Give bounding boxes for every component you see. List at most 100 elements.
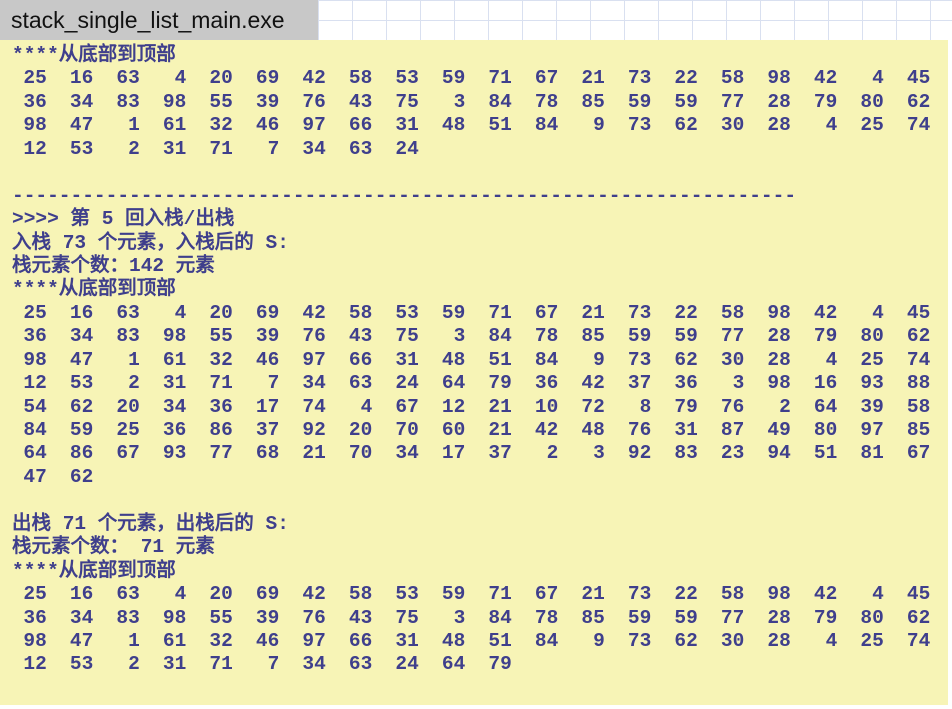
stack-value: 1 [128, 348, 140, 371]
stack-value: 36 [23, 90, 47, 113]
stack-value: 73 [627, 114, 652, 137]
window-title: stack_single_list_main.exe [11, 7, 285, 33]
stack-value: 42 [302, 301, 326, 324]
stack-value: 2 [128, 372, 140, 395]
stack-value: 4 [825, 629, 838, 652]
stack-value: 16 [69, 583, 94, 606]
stack-value: 36 [23, 325, 47, 348]
stack-value: 25 [860, 348, 884, 371]
stack-value: 84 [534, 114, 559, 137]
stack-value: 25 [23, 301, 47, 324]
stack-value: 21 [581, 301, 605, 324]
stack-value: 76 [302, 90, 326, 113]
stack-value: 73 [627, 629, 652, 652]
stack-value: 64 [23, 442, 47, 465]
stack-value: 64 [813, 395, 838, 418]
background-desktop-grid [318, 0, 952, 40]
stack-value: 53 [69, 137, 94, 160]
stack-value: 69 [255, 67, 280, 90]
value-row: 64 86 67 93 77 68 21 70 34 17 37 2 3 92 83 23 94 51 81 67 [12, 442, 948, 465]
stack-value: 42 [813, 583, 838, 606]
stack-value: 98 [767, 67, 791, 90]
stack-value: 62 [906, 606, 931, 629]
stack-value: 64 [441, 653, 466, 676]
stack-value: 46 [255, 348, 280, 371]
stack-value: 37 [488, 442, 512, 465]
stack-value: 24 [395, 137, 419, 160]
window-title-bar[interactable]: stack_single_list_main.exe [0, 0, 318, 40]
stack-value: 21 [302, 442, 326, 465]
stack-value: 78 [534, 325, 559, 348]
stack-value: 59 [627, 606, 652, 629]
stack-value: 34 [302, 653, 326, 676]
stack-value: 77 [720, 606, 745, 629]
stack-value: 67 [534, 583, 559, 606]
stack-value: 98 [23, 629, 47, 652]
stack-value: 75 [395, 606, 419, 629]
stack-value: 58 [348, 67, 373, 90]
stack-value: 21 [581, 67, 605, 90]
stack-value: 63 [348, 653, 373, 676]
block-header: ****从底部到顶部 [12, 278, 176, 301]
stack-value: 73 [627, 583, 652, 606]
stack-value: 62 [69, 465, 94, 488]
stack-value: 7 [267, 137, 280, 160]
stack-value: 2 [128, 653, 140, 676]
stack-values-block-1: 25 16 63 4 20 69 42 58 53 59 71 67 21 73 22 58 98 42 4 45 36… [12, 67, 948, 161]
stack-value: 66 [348, 114, 373, 137]
stack-value: 4 [872, 301, 884, 324]
stack-value: 59 [441, 67, 466, 90]
stack-value: 4 [825, 348, 838, 371]
stack-value: 79 [674, 395, 698, 418]
stack-value: 59 [674, 325, 698, 348]
stack-value: 3 [453, 606, 466, 629]
stack-value: 80 [860, 90, 884, 113]
stack-value: 42 [813, 301, 838, 324]
stack-value: 97 [302, 114, 326, 137]
stack-value: 63 [116, 583, 140, 606]
stack-value: 47 [23, 465, 47, 488]
stack-value: 59 [674, 606, 698, 629]
stack-value: 71 [488, 583, 512, 606]
stack-value: 43 [348, 606, 373, 629]
stack-value: 55 [209, 606, 233, 629]
stack-value: 36 [534, 372, 559, 395]
stack-value: 92 [302, 419, 326, 441]
stack-value: 51 [488, 348, 512, 371]
stack-value: 45 [906, 301, 931, 324]
stack-values-block-3: 25 16 63 4 20 69 42 58 53 59 71 67 21 73 22 58 98 42 4 45 36… [12, 583, 948, 677]
stack-value: 58 [720, 583, 745, 606]
stack-value: 75 [395, 325, 419, 348]
stack-value: 71 [488, 67, 512, 90]
stack-value: 23 [720, 442, 745, 465]
value-row: 25 16 63 4 20 69 42 58 53 59 71 67 21 73 22 58 98 42 4 45 [12, 67, 948, 90]
stack-value: 34 [302, 137, 326, 160]
stack-value: 62 [674, 348, 698, 371]
value-row: 84 59 25 36 86 37 92 20 70 60 21 42 48 76 31 87 49 80 97 85 [12, 419, 948, 442]
stack-value: 16 [69, 301, 94, 324]
stack-value: 66 [348, 348, 373, 371]
stack-value: 83 [116, 90, 140, 113]
stack-value: 30 [720, 114, 745, 137]
stack-value: 98 [767, 372, 791, 395]
stack-value: 67 [906, 442, 931, 465]
stack-value: 87 [720, 419, 745, 441]
stack-value: 39 [255, 606, 280, 629]
stack-value: 42 [813, 67, 838, 90]
stack-value: 79 [488, 372, 512, 395]
stack-value: 58 [720, 67, 745, 90]
stack-value: 64 [441, 372, 466, 395]
stack-value: 22 [674, 301, 698, 324]
stack-value: 4 [174, 583, 187, 606]
stack-value: 30 [720, 629, 745, 652]
stack-value: 58 [906, 395, 931, 418]
stack-value: 3 [732, 372, 745, 395]
stack-value: 32 [209, 629, 233, 652]
value-row: 36 34 83 98 55 39 76 43 75 3 84 78 85 59 59 77 28 79 80 62 [12, 91, 948, 114]
stack-value: 31 [395, 629, 419, 652]
stack-value: 53 [69, 372, 94, 395]
stack-value: 10 [534, 395, 559, 418]
stack-value: 81 [860, 442, 884, 465]
stack-value: 54 [23, 395, 47, 418]
stack-value: 97 [302, 629, 326, 652]
